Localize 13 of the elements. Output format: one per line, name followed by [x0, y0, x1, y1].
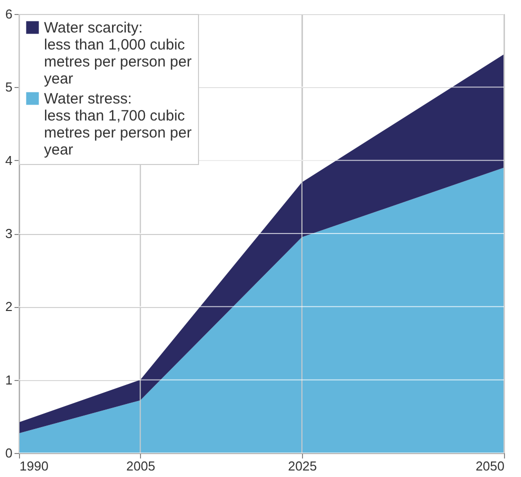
y-tick-label: 4 — [5, 152, 12, 168]
x-tick-label: 2050 — [476, 458, 504, 474]
x-tick-label: 1990 — [20, 458, 48, 474]
y-tick-label: 3 — [5, 226, 12, 241]
y-tick-label: 6 — [5, 6, 12, 22]
legend-label: Water stress: less than 1,700 cubic metres per person per year — [44, 90, 192, 158]
y-tick-label: 2 — [5, 299, 12, 314]
y-tick-label: 1 — [5, 372, 12, 388]
y-tick-label: 0 — [5, 446, 12, 460]
x-tick-label: 2005 — [126, 458, 156, 474]
x-tick-label: 2025 — [288, 458, 317, 474]
legend-label: Water scarcity: less than 1,000 cubic metres per person per year — [44, 20, 192, 88]
y-tick-label: 5 — [5, 80, 12, 95]
